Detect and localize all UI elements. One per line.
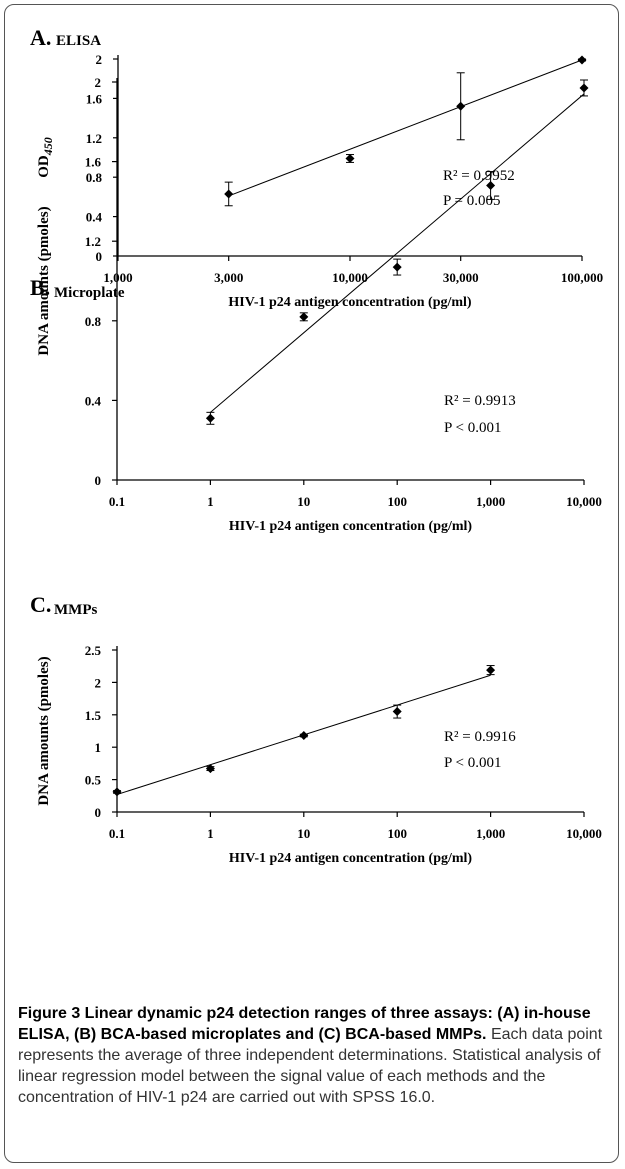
x-tick-label: 100,000	[561, 270, 603, 285]
y-tick-label: 0.4	[85, 393, 102, 408]
y-axis-label-subscript: 450	[41, 137, 55, 156]
y-tick-label: 1.2	[86, 131, 102, 146]
y-tick-label: 0.4	[86, 210, 103, 225]
data-point	[579, 83, 589, 93]
data-point	[205, 413, 215, 423]
x-axis-label: HIV-1 p24 antigen concentration (pg/ml)	[229, 851, 473, 866]
data-point	[456, 101, 466, 111]
x-tick-label: 1,000	[476, 494, 505, 509]
y-tick-label: 1.5	[85, 708, 102, 723]
y-tick-label: 1.6	[85, 155, 102, 170]
chart-panel-c: C. MMPs 0 0.5 1 1.5 2 2.5 0.1 1 10 100 1,000 10,000 HI…	[30, 592, 602, 866]
data-point	[345, 153, 355, 163]
y-tick-label: 0	[95, 473, 102, 488]
panel-letter: B.	[30, 275, 50, 300]
caption-text: Each data point represents the average o…	[18, 1026, 603, 1106]
data-point	[299, 312, 309, 322]
data-point	[392, 262, 402, 272]
panel-title: MMPs	[54, 602, 97, 618]
y-tick-label: 1	[95, 740, 102, 755]
x-axis-label: HIV-1 p24 antigen concentration (pg/ml)	[228, 295, 472, 310]
r-squared-label: R² = 0.9916	[444, 729, 516, 745]
p-value-label: P < 0.001	[444, 420, 502, 436]
r-squared-label: R² = 0.9952	[443, 168, 515, 184]
data-point	[299, 731, 309, 741]
x-tick-label: 1	[207, 494, 214, 509]
regression-line	[210, 93, 585, 413]
x-tick-label: 100	[387, 826, 407, 841]
y-axis-label: DNA amounts (pmoles)	[36, 656, 52, 805]
x-axis-label: HIV-1 p24 antigen concentration (pg/ml)	[229, 519, 473, 534]
y-tick-label: 0	[95, 805, 102, 820]
y-axis-label-main: DNA amounts (pmoles)	[36, 656, 52, 805]
y-axis-label: OD450	[36, 137, 55, 178]
x-tick-label: 30,000	[443, 270, 479, 285]
data-point	[486, 665, 496, 675]
y-axis-label-main: DNA amounts (pmoles)	[36, 206, 52, 355]
data-point	[392, 707, 402, 717]
p-value-label: P = 0.005	[443, 193, 501, 209]
y-tick-label: 2	[95, 675, 102, 690]
x-tick-label: 10	[297, 494, 310, 509]
y-tick-label: 0.8	[86, 170, 103, 185]
data-point	[486, 180, 496, 190]
y-tick-label: 2.5	[85, 643, 102, 658]
r-squared-label: R² = 0.9913	[444, 393, 516, 409]
x-tick-label: 10,000	[566, 494, 602, 509]
y-tick-label: 0	[96, 249, 103, 264]
x-tick-label: 1,000	[103, 270, 132, 285]
p-value-label: P < 0.001	[444, 755, 502, 771]
y-tick-label: 1.2	[85, 234, 101, 249]
data-point	[577, 55, 587, 65]
x-tick-label: 10	[297, 826, 310, 841]
y-tick-label: 2	[96, 52, 103, 67]
x-tick-label: 0.1	[109, 826, 125, 841]
caption-title: Figure 3 Linear dynamic p24 detection ra…	[18, 1005, 591, 1043]
y-tick-label: 0.8	[85, 314, 102, 329]
y-tick-label: 0.5	[85, 773, 102, 788]
panel-letter: A.	[30, 25, 51, 50]
figure-caption: Figure 3 Linear dynamic p24 detection ra…	[18, 1003, 610, 1108]
data-point	[224, 189, 234, 199]
panel-letter: C.	[30, 592, 51, 617]
y-tick-label: 2	[95, 75, 102, 90]
y-axis-label: DNA amounts (pmoles)	[36, 206, 52, 355]
regression-line	[228, 59, 583, 197]
x-tick-label: 10,000	[566, 826, 602, 841]
x-tick-label: 3,000	[214, 270, 243, 285]
data-point	[205, 764, 215, 774]
figure-frame	[4, 4, 619, 1163]
data-point	[112, 787, 122, 797]
y-tick-label: 1.6	[86, 91, 103, 106]
y-axis-label-main: OD	[36, 155, 52, 178]
panel-title: Microplate	[54, 285, 125, 301]
x-tick-label: 100	[387, 494, 407, 509]
x-tick-label: 10,000	[332, 270, 368, 285]
x-tick-label: 1,000	[476, 826, 505, 841]
x-tick-label: 1	[207, 826, 214, 841]
panel-title: ELISA	[56, 33, 101, 49]
x-tick-label: 0.1	[109, 494, 125, 509]
